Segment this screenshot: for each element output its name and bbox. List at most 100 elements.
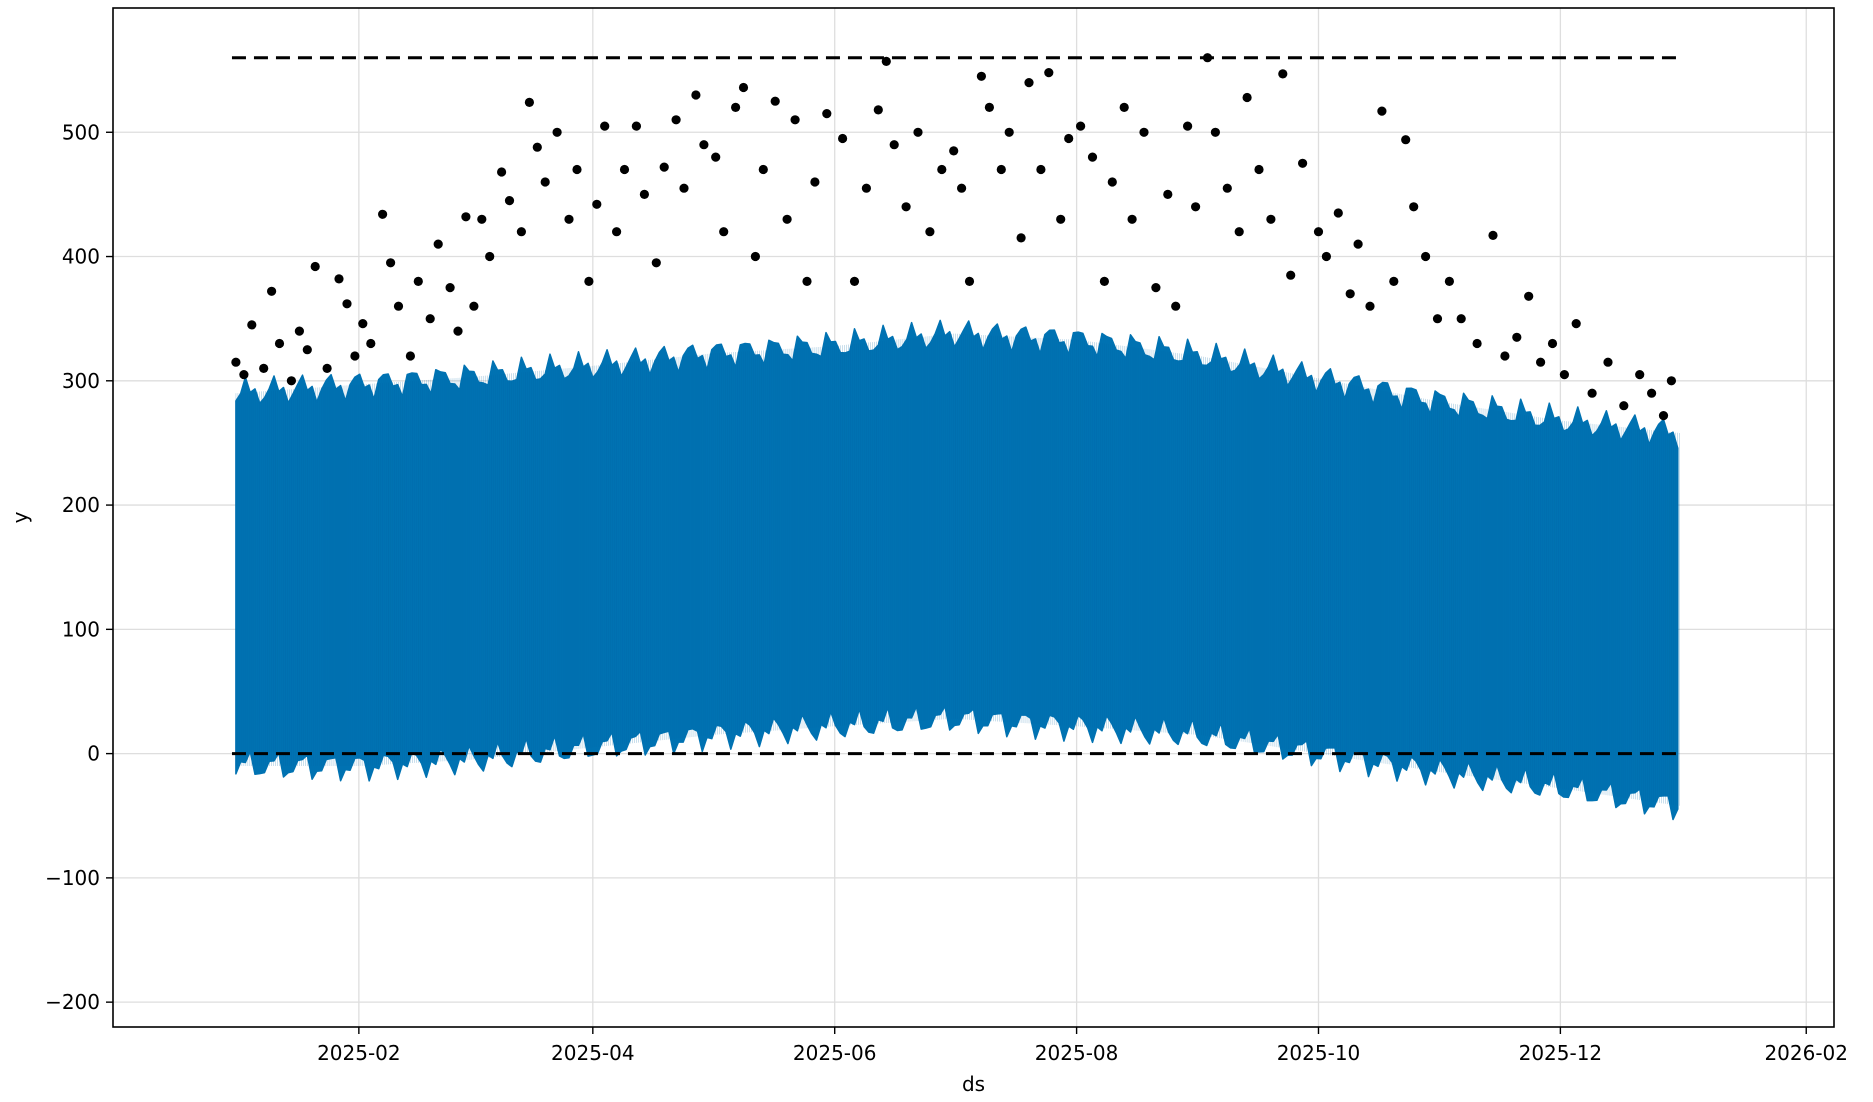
observed-point xyxy=(524,97,535,107)
observed-point xyxy=(770,96,780,106)
observed-point xyxy=(1242,92,1252,103)
observed-point xyxy=(1202,53,1213,63)
observed-point xyxy=(996,164,1006,175)
x-tick-label: 2025-06 xyxy=(793,1041,877,1065)
observed-point xyxy=(659,162,669,172)
y-axis-title: y xyxy=(8,511,32,523)
observed-point xyxy=(873,105,883,115)
observed-point xyxy=(1107,177,1117,187)
observed-point xyxy=(711,152,721,162)
observed-point xyxy=(984,102,995,112)
observed-point xyxy=(1056,214,1066,224)
observed-point xyxy=(889,140,899,150)
observed-point xyxy=(1559,370,1569,380)
y-tick-label: 400 xyxy=(62,245,100,269)
observed-point xyxy=(274,338,285,349)
observed-point xyxy=(1064,133,1074,144)
observed-point xyxy=(976,71,987,81)
x-tick-label: 2025-04 xyxy=(551,1041,635,1065)
observed-point xyxy=(957,183,967,193)
observed-point xyxy=(802,276,812,286)
observed-point xyxy=(259,363,269,373)
observed-point xyxy=(504,196,515,206)
x-tick-label: 2026-02 xyxy=(1764,1041,1848,1065)
forecast-band xyxy=(235,319,1679,821)
observed-point xyxy=(861,183,872,193)
observed-point xyxy=(286,376,296,386)
observed-point xyxy=(1409,202,1419,212)
observed-point xyxy=(600,121,610,131)
observed-point xyxy=(1647,388,1657,398)
observed-point xyxy=(782,214,792,224)
observed-point xyxy=(925,227,935,237)
y-tick-label: −200 xyxy=(45,990,100,1014)
observed-point xyxy=(516,227,527,237)
observed-point xyxy=(1432,314,1443,324)
observed-point xyxy=(631,121,642,131)
observed-point xyxy=(731,102,741,112)
observed-point xyxy=(1536,357,1546,367)
observed-point xyxy=(540,177,550,187)
forecast-band-layer xyxy=(235,319,1680,821)
x-tick-label: 2025-10 xyxy=(1277,1041,1361,1065)
x-tick-label: 2025-12 xyxy=(1519,1041,1603,1065)
observed-point xyxy=(1587,388,1597,398)
observed-point xyxy=(1658,411,1669,421)
observed-point xyxy=(612,227,622,237)
observed-point xyxy=(1345,289,1355,299)
x-tick-label: 2025-08 xyxy=(1035,1041,1119,1065)
observed-point xyxy=(1524,291,1534,301)
observed-point xyxy=(572,164,582,175)
observed-point xyxy=(1183,121,1193,131)
observed-point xyxy=(1313,227,1324,237)
observed-point xyxy=(247,320,257,330)
observed-point xyxy=(334,274,344,284)
observed-point xyxy=(322,363,332,373)
observed-point xyxy=(838,133,848,144)
observed-point xyxy=(405,351,415,361)
observed-point xyxy=(1254,164,1264,175)
observed-point xyxy=(1365,301,1375,311)
x-axis-title: ds xyxy=(962,1072,985,1096)
observed-point xyxy=(1619,401,1629,411)
observed-point xyxy=(964,276,975,286)
y-tick-label: 500 xyxy=(62,120,100,144)
observed-point xyxy=(1421,251,1431,262)
observed-point xyxy=(366,338,376,349)
observed-point xyxy=(937,164,947,175)
observed-point xyxy=(1222,183,1232,193)
observed-point xyxy=(1635,370,1645,380)
observed-point xyxy=(310,261,320,272)
observed-point xyxy=(758,164,768,175)
observed-point xyxy=(691,90,701,100)
observed-point xyxy=(461,212,471,222)
y-tick-label: 200 xyxy=(62,493,100,517)
observed-point xyxy=(552,127,562,137)
observed-point xyxy=(1139,127,1149,137)
observed-point xyxy=(901,202,911,212)
observed-point xyxy=(671,115,681,125)
y-tick-label: −100 xyxy=(45,866,100,890)
observed-point xyxy=(1151,283,1161,293)
observed-point xyxy=(679,183,689,193)
observed-point xyxy=(913,127,923,137)
observed-point xyxy=(358,319,368,329)
observed-point xyxy=(738,82,749,93)
observed-point xyxy=(1044,68,1054,78)
plot-frame xyxy=(112,7,1835,1028)
observed-point xyxy=(1666,376,1676,386)
observed-point xyxy=(1234,227,1244,237)
observed-point xyxy=(849,276,860,286)
observed-point xyxy=(1298,158,1308,168)
observed-point xyxy=(1456,314,1466,324)
observed-point xyxy=(719,227,729,237)
observed-point xyxy=(532,142,542,152)
y-tick-label: 100 xyxy=(62,617,100,641)
x-ticks: 2025-02 2025-04 2025-06 2025-08 2025-10 2025-… xyxy=(317,1027,1848,1065)
observed-point xyxy=(1266,214,1276,224)
observed-point xyxy=(497,167,507,177)
observed-point xyxy=(1321,251,1331,262)
observed-point xyxy=(433,239,443,249)
observed-point xyxy=(949,146,959,156)
observed-point xyxy=(302,345,312,355)
